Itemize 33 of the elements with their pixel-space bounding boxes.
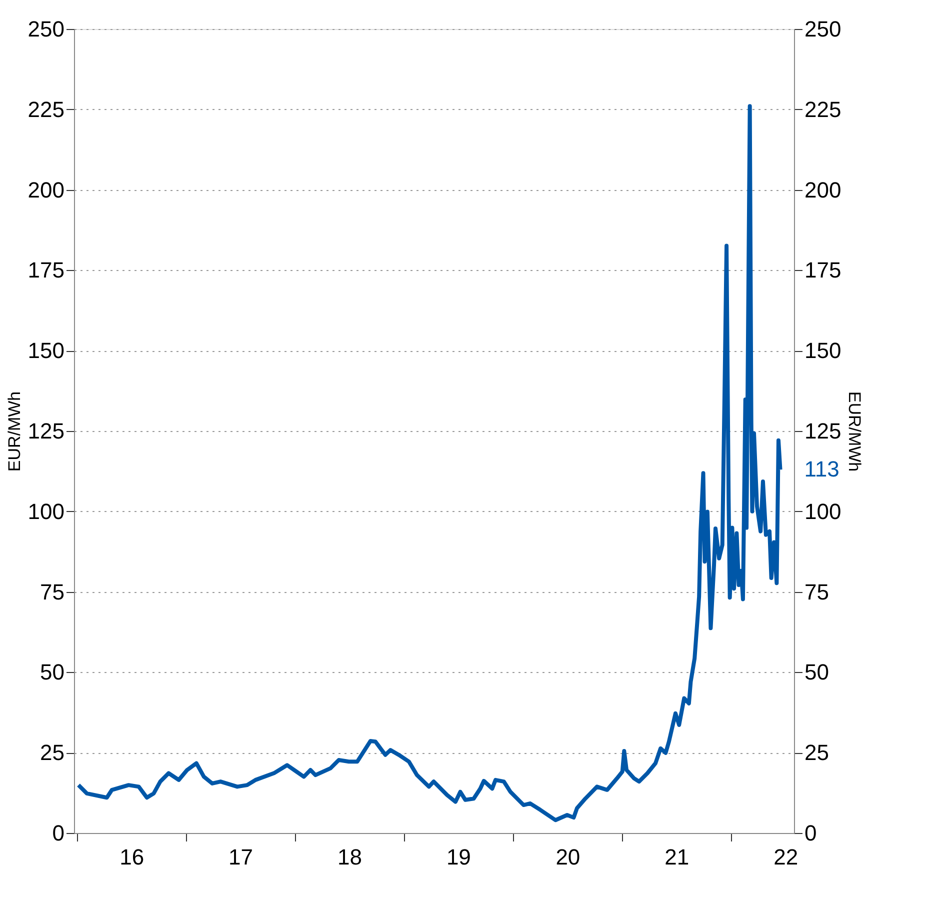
y2-tick-label: 125 — [804, 418, 842, 444]
x-tick-label: 17 — [228, 844, 254, 870]
y-tick-label: 250 — [28, 16, 64, 42]
y-tick-label: 100 — [28, 498, 64, 524]
x-tick-label: 21 — [664, 844, 690, 870]
y-tick-label: 50 — [40, 660, 64, 685]
y-tick-label: 225 — [28, 96, 64, 122]
y-axis-title: EUR/MWh — [4, 391, 24, 472]
x-tick-label: 22 — [774, 844, 798, 870]
y-tick-label: 75 — [40, 579, 64, 604]
y2-tick-label: 0 — [804, 820, 817, 846]
y-tick-label: 150 — [28, 338, 64, 364]
y2-tick-label: 175 — [804, 258, 842, 283]
y-tick-label: 125 — [28, 418, 64, 444]
y2-tick-label: 150 — [804, 338, 842, 364]
y-tick-label: 0 — [52, 820, 64, 846]
line-series — [76, 104, 782, 822]
y2-axis-title: EUR/MWh — [845, 391, 864, 472]
y2-tick-label: 25 — [804, 740, 829, 766]
y2-tick-label: 200 — [804, 177, 842, 202]
y2-tick-label: 75 — [804, 579, 829, 604]
x-tick-label: 20 — [556, 844, 580, 870]
y-tick-label: 200 — [28, 177, 64, 202]
y-tick-label: 25 — [40, 740, 64, 766]
y2-tick-label: 100 — [804, 498, 842, 524]
x-tick-label: 18 — [337, 844, 362, 870]
x-tick-label: 19 — [446, 844, 471, 870]
y-tick-label: 175 — [28, 258, 64, 283]
annotation: 113 — [804, 456, 840, 482]
x-tick-label: 16 — [120, 844, 144, 870]
y2-tick-label: 225 — [804, 96, 842, 122]
y2-tick-label: 50 — [804, 660, 829, 685]
y2-tick-label: 250 — [804, 16, 842, 42]
